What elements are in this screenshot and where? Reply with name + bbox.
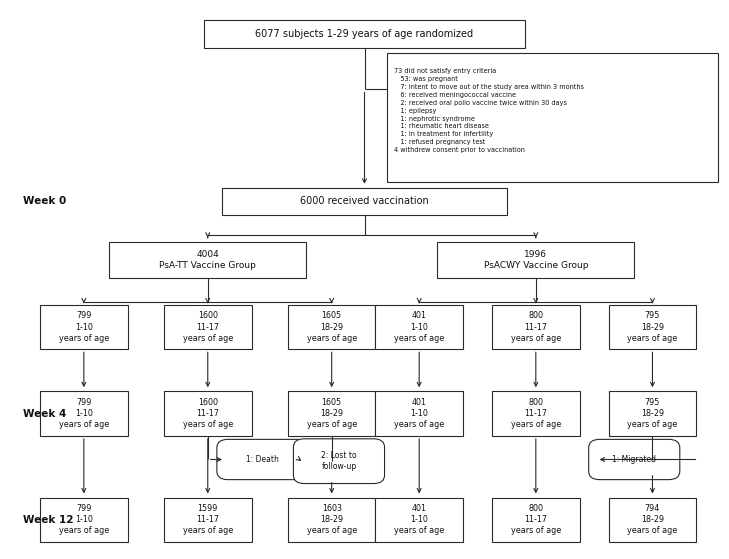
Text: 799
1-10
years of age: 799 1-10 years of age — [59, 311, 109, 343]
FancyBboxPatch shape — [609, 391, 696, 436]
Text: 1600
11-17
years of age: 1600 11-17 years of age — [183, 311, 233, 343]
Text: 1996
PsACWY Vaccine Group: 1996 PsACWY Vaccine Group — [483, 250, 588, 270]
FancyBboxPatch shape — [217, 439, 308, 480]
FancyBboxPatch shape — [492, 305, 580, 349]
Text: 1: Death: 1: Death — [246, 455, 279, 464]
FancyBboxPatch shape — [164, 305, 252, 349]
Text: 1: Migrated: 1: Migrated — [612, 455, 656, 464]
Text: Week 0: Week 0 — [23, 196, 66, 206]
FancyBboxPatch shape — [375, 391, 463, 436]
FancyBboxPatch shape — [386, 53, 719, 182]
Text: 73 did not satisfy entry criteria
   53: was pregnant
   7: intent to move out o: 73 did not satisfy entry criteria 53: wa… — [394, 68, 584, 153]
FancyBboxPatch shape — [40, 391, 128, 436]
Text: Week 12: Week 12 — [23, 515, 74, 525]
Text: 800
11-17
years of age: 800 11-17 years of age — [511, 311, 561, 343]
FancyBboxPatch shape — [164, 391, 252, 436]
Text: 6077 subjects 1-29 years of age randomized: 6077 subjects 1-29 years of age randomiz… — [255, 29, 474, 39]
Text: 401
1-10
years of age: 401 1-10 years of age — [394, 504, 444, 536]
Text: 401
1-10
years of age: 401 1-10 years of age — [394, 398, 444, 429]
Text: 799
1-10
years of age: 799 1-10 years of age — [59, 398, 109, 429]
Text: 1600
11-17
years of age: 1600 11-17 years of age — [183, 398, 233, 429]
Text: 1605
18-29
years of age: 1605 18-29 years of age — [307, 398, 356, 429]
FancyBboxPatch shape — [375, 498, 463, 542]
Text: 795
18-29
years of age: 795 18-29 years of age — [628, 398, 677, 429]
FancyBboxPatch shape — [492, 498, 580, 542]
FancyBboxPatch shape — [589, 439, 679, 480]
Text: 800
11-17
years of age: 800 11-17 years of age — [511, 398, 561, 429]
FancyBboxPatch shape — [609, 305, 696, 349]
Text: Week 4: Week 4 — [23, 409, 66, 419]
FancyBboxPatch shape — [609, 498, 696, 542]
Text: 1599
11-17
years of age: 1599 11-17 years of age — [183, 504, 233, 536]
FancyBboxPatch shape — [288, 498, 375, 542]
Text: 794
18-29
years of age: 794 18-29 years of age — [628, 504, 677, 536]
Text: 799
1-10
years of age: 799 1-10 years of age — [59, 504, 109, 536]
FancyBboxPatch shape — [288, 305, 375, 349]
FancyBboxPatch shape — [222, 188, 507, 215]
FancyBboxPatch shape — [40, 498, 128, 542]
FancyBboxPatch shape — [40, 305, 128, 349]
FancyBboxPatch shape — [437, 241, 634, 278]
FancyBboxPatch shape — [375, 305, 463, 349]
Text: 795
18-29
years of age: 795 18-29 years of age — [628, 311, 677, 343]
FancyBboxPatch shape — [293, 439, 385, 484]
Text: 1603
18-29
years of age: 1603 18-29 years of age — [307, 504, 356, 536]
Text: 6000 received vaccination: 6000 received vaccination — [300, 196, 429, 206]
FancyBboxPatch shape — [164, 498, 252, 542]
Text: 4004
PsA-TT Vaccine Group: 4004 PsA-TT Vaccine Group — [160, 250, 256, 270]
FancyBboxPatch shape — [288, 391, 375, 436]
Text: 1605
18-29
years of age: 1605 18-29 years of age — [307, 311, 356, 343]
Text: 800
11-17
years of age: 800 11-17 years of age — [511, 504, 561, 536]
FancyBboxPatch shape — [492, 391, 580, 436]
Text: 401
1-10
years of age: 401 1-10 years of age — [394, 311, 444, 343]
FancyBboxPatch shape — [109, 241, 306, 278]
Text: 2: Lost to
follow-up: 2: Lost to follow-up — [321, 451, 356, 471]
FancyBboxPatch shape — [204, 20, 525, 48]
